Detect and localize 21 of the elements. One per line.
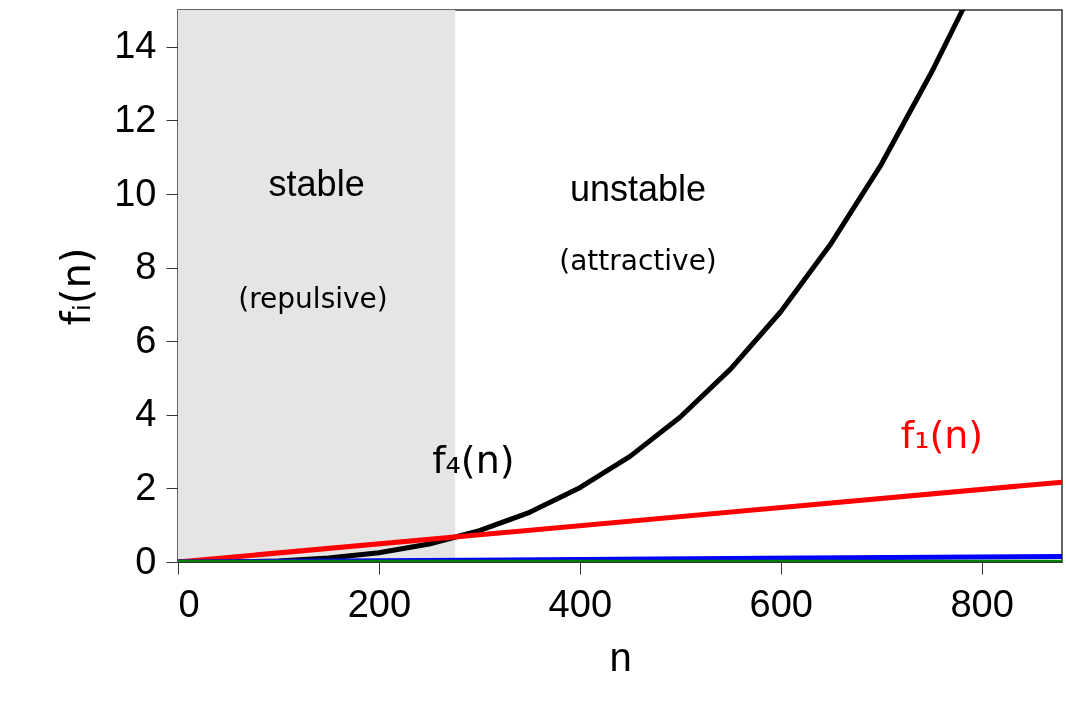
series-label: f₄(n) [432, 438, 515, 483]
annotation: (attractive) [559, 244, 717, 277]
y-tick-label: 4 [135, 392, 157, 435]
x-tick-label: 800 [950, 582, 1014, 625]
annotation: unstable [569, 168, 707, 209]
x-tick-label: 200 [347, 582, 412, 625]
x-tick-label: 0 [178, 582, 200, 625]
x-tick-label: 400 [548, 582, 613, 625]
y-tick-label: 6 [135, 318, 157, 361]
y-tick-label: 2 [135, 465, 157, 508]
annotation: (repulsive) [238, 282, 388, 315]
y-tick-label: 14 [114, 24, 157, 67]
x-tick-label: 600 [749, 582, 813, 625]
band-label: stable [268, 163, 365, 204]
series-label: f₁(n) [900, 413, 984, 458]
y-tick-label: 0 [135, 539, 157, 582]
y-axis-title: fᵢ(n) [53, 247, 100, 326]
y-tick-label: 10 [114, 171, 157, 214]
y-tick-label: 8 [135, 245, 157, 288]
y-tick-label: 12 [114, 97, 157, 140]
x-axis-title: n [609, 634, 632, 679]
